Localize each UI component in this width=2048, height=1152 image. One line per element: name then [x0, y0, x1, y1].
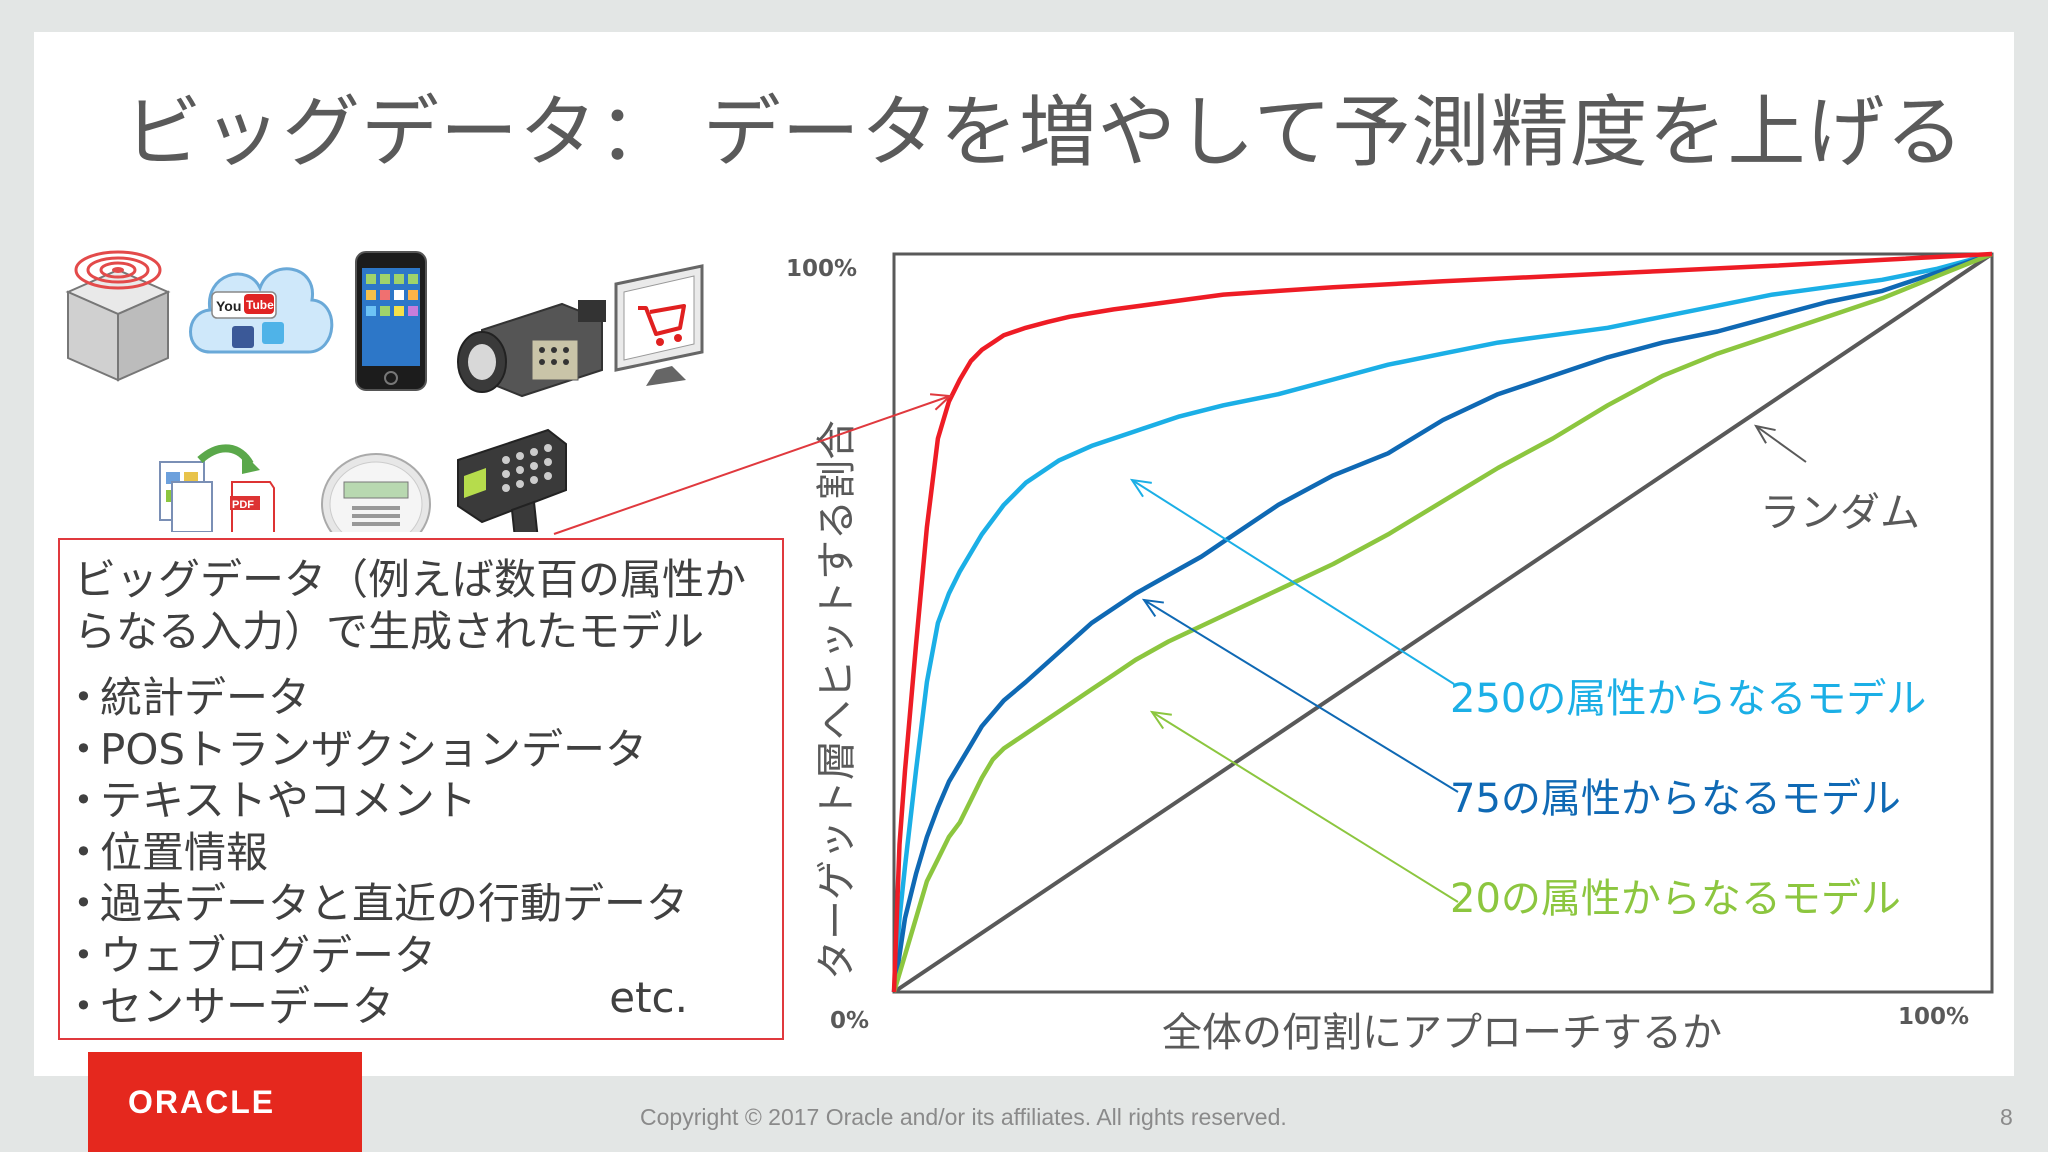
list-item: • 過去データと直近の行動データ — [74, 879, 689, 928]
x-axis-label: 全体の何割にアプローチするか — [1162, 1010, 1722, 1056]
series-big-data — [891, 251, 1993, 993]
annotations — [553, 393, 1807, 903]
arrow-head — [1129, 478, 1152, 498]
series-label-20: 20の属性からなるモデル — [1450, 876, 1901, 922]
data-source-icons: You Tube — [65, 250, 704, 532]
data-type-list: • 統計データ • POSトランザクションデータ • テキストやコメント • 位置情報 … — [74, 672, 768, 1033]
slide: ビッグデータ： データを増やして予測精度を上げる You Tube — [34, 32, 2014, 1076]
copyright-notice: Copyright © 2017 Oracle and/or its affil… — [640, 1104, 1287, 1130]
list-item: • 統計データ — [74, 673, 311, 722]
etc-label: etc. — [609, 973, 688, 1022]
smartphone-icon — [355, 251, 427, 391]
series-layer — [891, 251, 1994, 994]
series-label-random: ランダム — [1760, 490, 1920, 536]
big-data-intro: ビッグデータ（例えば数百の属性からなる入力）で生成されたモデル — [74, 555, 747, 656]
oracle-logo-text: ORACLE — [128, 1084, 276, 1120]
youtube-logo-tube-text: Tube — [246, 298, 274, 312]
arrow-head — [1754, 424, 1776, 444]
smart-meter-icon — [321, 453, 431, 532]
youtube-logo-text: You — [216, 298, 241, 314]
arrow-head — [1141, 598, 1164, 618]
model-20-arrow — [1151, 711, 1459, 903]
list-item: • POSトランザクションデータ — [74, 724, 648, 774]
big-data-arrow — [553, 395, 951, 535]
y-tick-label: 100% — [786, 256, 857, 282]
pdf-label: PDF — [232, 499, 254, 511]
barcode-scanner-icon — [457, 428, 567, 532]
model-75-arrow — [1143, 599, 1459, 793]
random-arrow — [1755, 425, 1807, 463]
series-75-attributes — [891, 251, 1993, 993]
list-item: • テキストやコメント — [74, 776, 477, 825]
series-label-250: 250の属性からなるモデル — [1450, 676, 1926, 722]
oracle-logo: ORACLE — [88, 1052, 362, 1152]
arrow-head — [1149, 710, 1172, 730]
series-label-75: 75の属性からなるモデル — [1450, 776, 1901, 822]
model-250-arrow — [1131, 479, 1455, 685]
page-number: 8 — [2000, 1104, 2013, 1130]
list-item: • ウェブログデータ — [74, 930, 437, 980]
list-item: • 位置情報 — [74, 827, 269, 877]
big-data-description-box: ビッグデータ（例えば数百の属性からなる入力）で生成されたモデル • 統計データ •… — [58, 538, 784, 1040]
page-title: ビッグデータ： データを増やして予測精度を上げる — [124, 88, 1965, 178]
social-media-cloud-icon: You Tube — [189, 267, 334, 354]
y-axis-label: ターゲット層へヒットする割合 — [814, 420, 860, 980]
document-to-pdf-icon: PDF — [159, 444, 275, 532]
series-250-attributes — [891, 251, 1993, 993]
series-20-attributes — [891, 251, 1993, 993]
x-tick-label: 0% — [830, 1008, 869, 1034]
shopping-cart-monitor-icon — [614, 264, 704, 386]
arrow-head — [929, 393, 953, 411]
list-item: • センサーデータ — [74, 982, 395, 1031]
series-random — [892, 252, 1994, 994]
rfid-sensor-icon — [65, 250, 171, 382]
lift-chart: 100% 0% 100% 全体の何割にアプローチするか ターゲット層へヒットする… — [553, 251, 1994, 1056]
x-tick-label: 100% — [1898, 1004, 1969, 1030]
video-camera-icon — [457, 300, 606, 398]
